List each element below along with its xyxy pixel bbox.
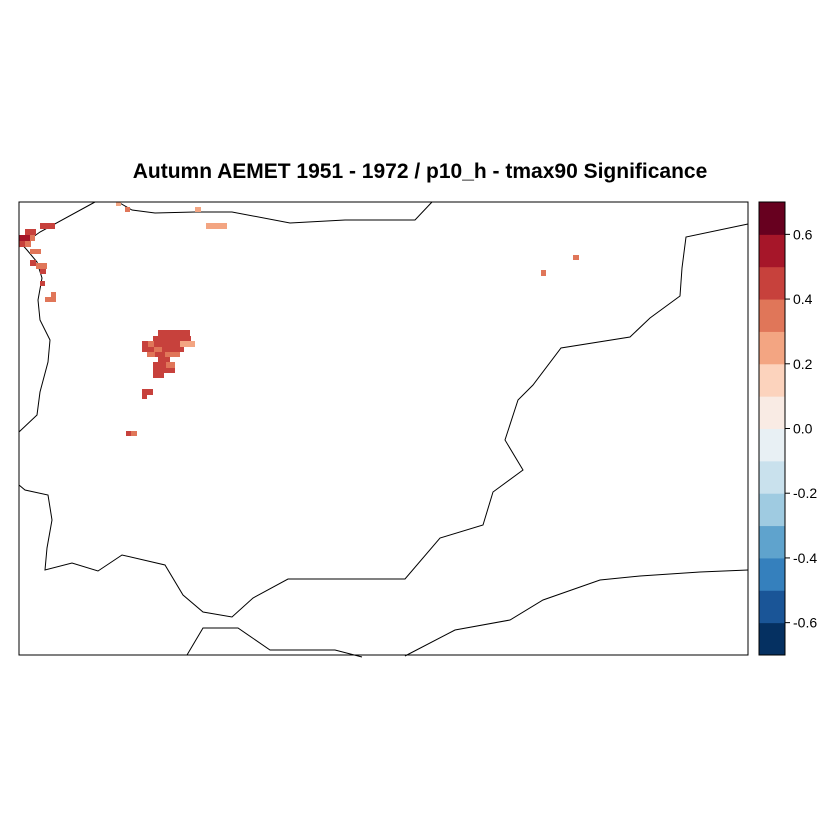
- cell: [30, 235, 35, 241]
- map-panel: [18, 201, 749, 658]
- cell: [158, 330, 190, 336]
- colorbar-tick-label: 0.6: [793, 226, 813, 242]
- cell: [541, 270, 546, 276]
- cell: [153, 362, 166, 368]
- cell: [30, 249, 41, 254]
- cell: [166, 362, 175, 368]
- africa-coastline: [186, 627, 363, 658]
- cantabrian-coastline: [117, 201, 433, 224]
- map-title: Autumn AEMET 1951 - 1972 / p10_h - tmax9…: [132, 160, 708, 183]
- cell: [164, 368, 175, 373]
- cell: [195, 207, 201, 212]
- cell: [165, 352, 180, 357]
- map-frame: [18, 201, 749, 656]
- colorbar-tick-label: -0.4: [793, 550, 817, 566]
- cell: [40, 281, 45, 286]
- colorbar-segment: [759, 266, 785, 300]
- colorbar-segment: [759, 622, 785, 656]
- colorbar-segment: [759, 428, 785, 462]
- colorbar-tick-label: -0.2: [793, 485, 817, 501]
- cell: [40, 223, 55, 229]
- colorbar-segment: [759, 331, 785, 365]
- colorbar-tick-label: 0.4: [793, 291, 813, 307]
- west-coastline: [18, 240, 51, 433]
- colorbar-tick-label: 0.2: [793, 356, 813, 372]
- cell: [25, 241, 31, 247]
- colorbar-segment: [759, 299, 785, 332]
- cell: [40, 269, 46, 274]
- cell: [142, 347, 154, 352]
- cell: [19, 241, 25, 247]
- colorbar-segment: [759, 363, 785, 397]
- southwest-coastline: [18, 223, 749, 618]
- cell: [147, 352, 155, 357]
- cell: [180, 341, 195, 347]
- map-background: [19, 202, 748, 655]
- coastlines: [18, 201, 749, 658]
- cell: [573, 255, 579, 260]
- cell: [19, 235, 30, 241]
- cell: [162, 347, 184, 352]
- cell: [158, 357, 170, 362]
- cell: [125, 207, 130, 212]
- colorbar-segment: [759, 460, 785, 494]
- cell: [51, 292, 56, 298]
- significant-cells: [19, 202, 579, 436]
- africa-coastline-east: [404, 569, 749, 657]
- cell: [30, 260, 36, 266]
- colorbar: 0.6 0.4 0.2 0.0 -0.2 -0.4 -0.6: [758, 201, 817, 656]
- cell: [155, 352, 165, 357]
- cell: [206, 223, 227, 229]
- colorbar-tick-label: 0.0: [793, 421, 813, 437]
- cell: [45, 297, 56, 302]
- cell: [36, 263, 47, 269]
- colorbar-segment: [759, 396, 785, 429]
- cell: [153, 373, 164, 378]
- cell: [154, 341, 180, 347]
- cell: [154, 347, 162, 352]
- colorbar-segment: [759, 234, 785, 268]
- cell: [142, 389, 153, 395]
- cell: [148, 341, 154, 347]
- cell: [142, 395, 147, 399]
- colorbar-segment: [759, 557, 785, 591]
- cell: [153, 368, 164, 373]
- colorbar-segment: [759, 590, 785, 624]
- colorbar-segment: [759, 525, 785, 559]
- cell: [116, 202, 121, 206]
- colorbar-segment: [759, 493, 785, 527]
- cell: [153, 336, 191, 341]
- cell: [126, 431, 131, 436]
- colorbar-tick-label: -0.6: [793, 615, 817, 631]
- colorbar-segment: [759, 202, 785, 235]
- cell: [131, 431, 137, 436]
- cell: [142, 341, 148, 347]
- cell: [25, 229, 36, 235]
